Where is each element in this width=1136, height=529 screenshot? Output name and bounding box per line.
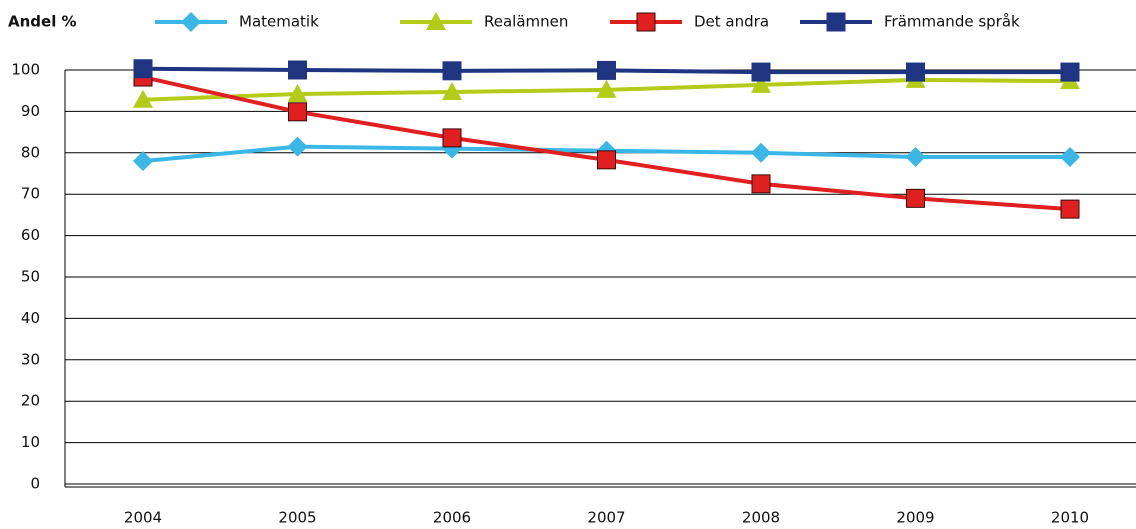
- data-point: [133, 151, 153, 172]
- legend-marker: [426, 12, 446, 30]
- data-point: [751, 74, 771, 93]
- data-point: [288, 60, 307, 80]
- x-tick-label: 2006: [433, 509, 471, 527]
- data-point: [287, 84, 308, 103]
- legend-label: Realämnen: [484, 13, 568, 31]
- x-tick-label: 2010: [1051, 509, 1089, 527]
- data-point: [1060, 199, 1080, 219]
- legend-marker: [826, 12, 846, 32]
- data-point: [442, 61, 462, 81]
- data-point: [442, 128, 462, 148]
- data-point: [133, 59, 153, 79]
- legend-label: Matematik: [239, 13, 319, 31]
- y-tick-label: 10: [21, 433, 40, 451]
- data-point: [597, 60, 616, 80]
- data-point: [1060, 146, 1080, 167]
- legend-label: Det andra: [694, 13, 769, 31]
- legend-marker: [181, 12, 201, 32]
- x-tick-label: 2005: [278, 509, 316, 527]
- data-point: [288, 102, 307, 122]
- y-tick-label: 20: [21, 392, 40, 410]
- data-point: [1060, 62, 1080, 82]
- legend-label: Främmande språk: [884, 13, 1020, 31]
- y-tick-label: 90: [21, 102, 40, 120]
- y-tick-label: 60: [21, 226, 40, 244]
- data-point: [287, 136, 308, 157]
- data-point: [596, 79, 617, 98]
- y-tick-label: 50: [21, 268, 40, 286]
- y-tick-label: 30: [21, 350, 40, 368]
- data-point: [597, 150, 616, 170]
- data-point: [906, 188, 925, 208]
- y-tick-label: 0: [30, 475, 40, 493]
- data-point: [751, 142, 771, 163]
- y-tick-label: 40: [21, 309, 40, 327]
- legend-marker: [636, 12, 656, 32]
- y-tick-label: 70: [21, 185, 40, 203]
- x-tick-label: 2008: [742, 509, 780, 527]
- data-point: [751, 62, 771, 82]
- chart-title: Andel %: [8, 13, 77, 31]
- y-tick-label: 100: [11, 61, 40, 79]
- y-tick-label: 80: [21, 143, 40, 161]
- x-tick-label: 2009: [896, 509, 934, 527]
- data-point: [906, 62, 925, 82]
- data-point: [442, 81, 462, 100]
- data-point: [751, 174, 771, 194]
- data-point: [905, 146, 926, 167]
- x-tick-label: 2004: [124, 509, 162, 527]
- data-point: [133, 89, 153, 108]
- x-tick-label: 2007: [587, 509, 625, 527]
